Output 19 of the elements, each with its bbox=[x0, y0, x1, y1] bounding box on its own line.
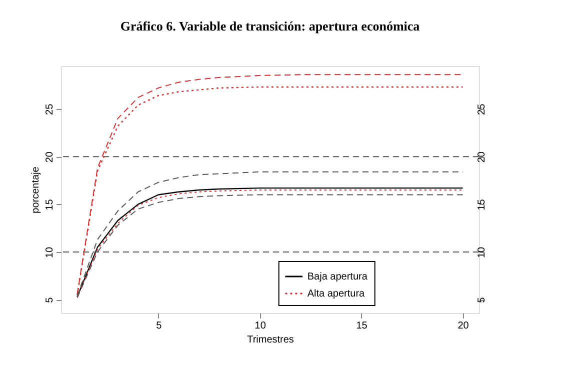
x-tick-label: 20 bbox=[458, 320, 470, 332]
x-axis-title: Trimestres bbox=[247, 334, 294, 346]
legend-label: Baja apertura bbox=[307, 272, 368, 282]
y2-tick-label: 25 bbox=[476, 103, 488, 115]
y-tick-label: 10 bbox=[44, 246, 56, 258]
x-tick-label: 5 bbox=[156, 320, 162, 332]
y-tick-label: 20 bbox=[44, 151, 56, 163]
y-tick-label: 15 bbox=[44, 198, 56, 210]
y2-tick-label: 15 bbox=[476, 198, 488, 210]
y2-tick-label: 20 bbox=[476, 151, 488, 163]
y-axis-title: porcentaje bbox=[30, 166, 42, 214]
y-tick-label: 25 bbox=[44, 103, 56, 115]
x-tick-label: 10 bbox=[254, 320, 266, 332]
y2-tick-label: 5 bbox=[476, 296, 488, 303]
y-tick-label: 5 bbox=[44, 296, 56, 303]
chart-title: Gráfico 6. Variable de transición: apertura económica bbox=[120, 18, 420, 34]
y2-tick-label: 10 bbox=[476, 246, 488, 258]
legend-label: Alta apertura bbox=[307, 288, 366, 300]
x-tick-label: 15 bbox=[356, 320, 368, 332]
